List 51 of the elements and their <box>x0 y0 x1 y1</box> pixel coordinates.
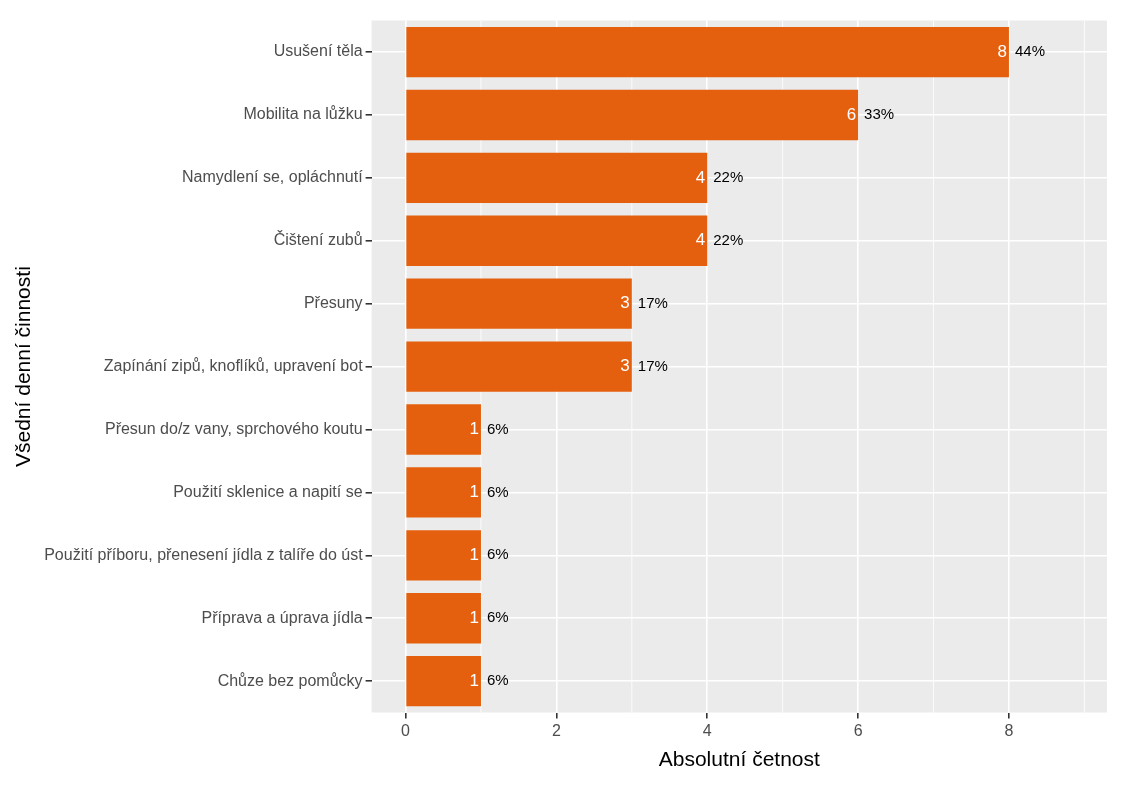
x-tick-label: 4 <box>702 721 712 739</box>
annotation: 6% <box>486 671 509 689</box>
data-label: 3 <box>620 293 630 313</box>
y-axis-title: Všední denní činnosti <box>11 266 35 468</box>
x-tick-label: 8 <box>1004 721 1014 739</box>
data-label: 1 <box>469 482 479 502</box>
y-tick-label: Použití příboru, přenesení jídla z talíře do úst <box>44 545 364 563</box>
y-tick-label: Příprava a úprava jídla <box>201 608 363 626</box>
data-label: 4 <box>695 230 706 250</box>
bar <box>406 278 632 329</box>
data-label: 1 <box>469 670 479 690</box>
y-tick-label: Přesun do/z vany, sprchového koutu <box>104 419 363 437</box>
data-label: 1 <box>469 545 479 565</box>
y-tick-label: Usušení těla <box>273 42 363 60</box>
bar <box>406 467 481 518</box>
y-tick-label: Použití sklenice a napití se <box>173 482 363 500</box>
annotation: 33% <box>864 105 895 123</box>
y-tick-label: Přesuny <box>303 294 363 312</box>
bar <box>406 655 481 707</box>
y-tick-label: Čištení zubů <box>273 230 363 249</box>
bar <box>406 152 708 204</box>
annotation: 44% <box>1014 42 1045 60</box>
bar <box>406 26 1009 78</box>
x-tick-label: 6 <box>853 721 863 739</box>
bar <box>406 215 708 266</box>
annotation: 6% <box>486 419 509 437</box>
y-tick-label: Mobilita na lůžku <box>243 105 363 123</box>
bar <box>406 530 481 581</box>
x-axis-title: Absolutní četnost <box>658 747 821 771</box>
bar <box>406 593 481 644</box>
data-label: 8 <box>997 41 1007 61</box>
x-tick-label: 0 <box>401 721 411 739</box>
data-label: 4 <box>695 167 706 187</box>
x-tick-label: 2 <box>551 721 561 739</box>
y-tick-label: Namydlení se, opláchnutí <box>182 168 364 186</box>
y-tick-label: Chůze bez pomůcky <box>217 671 363 689</box>
data-label: 6 <box>846 104 857 124</box>
bar <box>406 341 632 392</box>
annotation: 6% <box>486 482 509 500</box>
annotation: 6% <box>486 545 509 563</box>
annotation: 22% <box>713 230 744 248</box>
annotation: 17% <box>637 356 668 374</box>
y-tick-label: Zapínání zipů, knoflíků, upravení bot <box>103 357 364 375</box>
annotation: 17% <box>637 293 668 311</box>
data-label: 1 <box>469 419 479 439</box>
bar <box>406 404 481 455</box>
annotation: 6% <box>486 608 509 626</box>
bar <box>406 89 859 141</box>
data-label: 1 <box>469 607 479 627</box>
annotation: 22% <box>713 168 744 186</box>
data-label: 3 <box>620 356 630 376</box>
